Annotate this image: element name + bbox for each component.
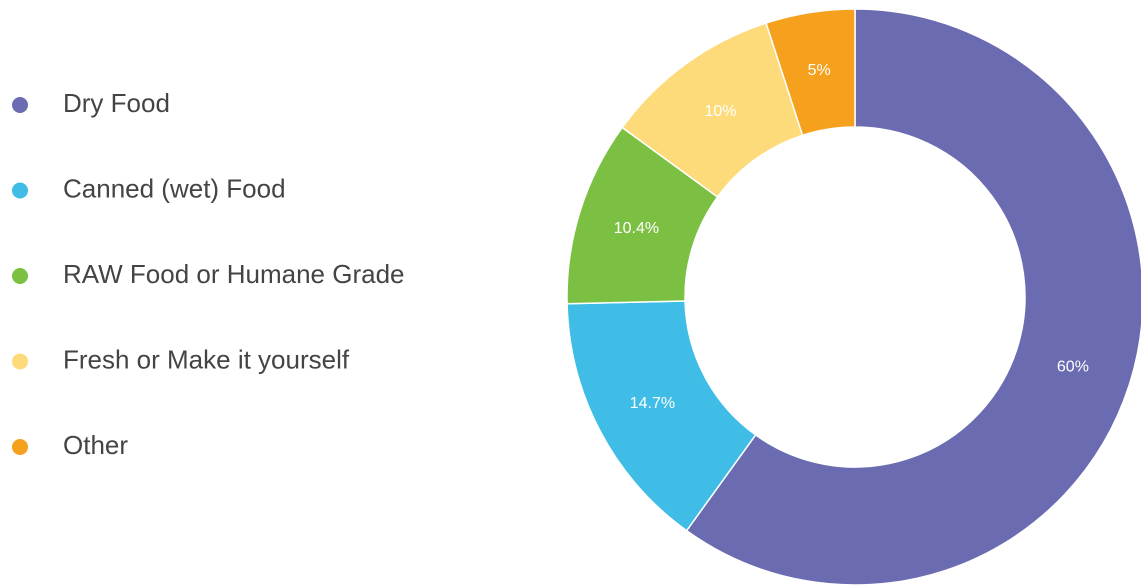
legend-marker [12,353,28,370]
donut-slice [765,8,856,137]
legend-label: Other [63,430,128,460]
slice-label: 60% [1057,359,1089,376]
legend-marker [12,182,28,199]
slice-label: 14.7% [630,395,675,412]
legend-label: Dry Food [63,88,170,118]
slice-label: 10.4% [614,220,659,237]
legend-marker [12,97,28,113]
legend-marker [12,439,28,455]
legend-label: RAW Food or Humane Grade [63,259,405,289]
donut-slice [685,8,1141,586]
slice-label: 10% [704,103,736,120]
legend-label: Canned (wet) Food [63,173,286,203]
legend-marker [12,268,28,284]
slice-label: 5% [808,62,831,79]
legend-label: Fresh or Make it yourself [63,344,350,374]
